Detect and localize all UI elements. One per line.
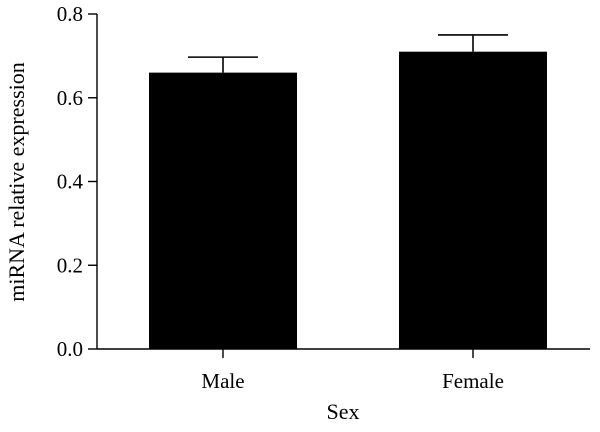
x-tick-label-male: Male — [201, 369, 244, 393]
bar-male — [149, 72, 297, 349]
y-axis-title: miRNA relative expression — [4, 62, 29, 302]
y-tick-label-2: 0.4 — [57, 170, 84, 194]
plot-area: 0.0 0.2 0.4 0.6 0.8 Male Female — [57, 2, 547, 393]
y-tick-label-4: 0.8 — [57, 2, 83, 26]
y-tick-label-0: 0.0 — [57, 337, 83, 361]
bar-female — [399, 51, 547, 349]
y-tick-label-1: 0.2 — [57, 253, 83, 277]
x-axis-title: Sex — [327, 399, 360, 424]
x-tick-label-female: Female — [442, 369, 504, 393]
y-tick-label-3: 0.6 — [57, 86, 83, 110]
